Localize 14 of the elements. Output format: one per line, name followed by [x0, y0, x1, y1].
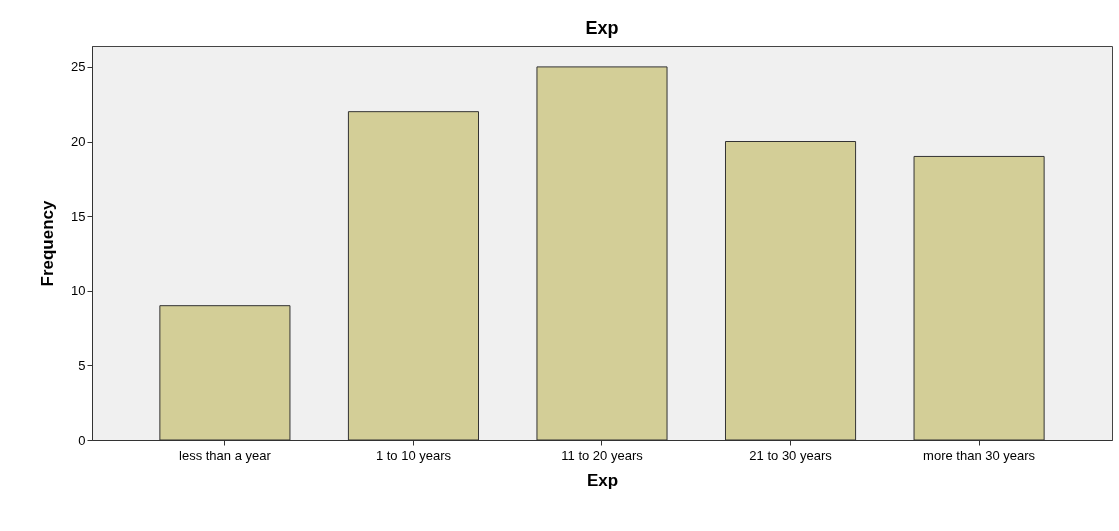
x-tick-label: 11 to 20 years	[561, 447, 644, 463]
x-tick-label: 21 to 30 years	[749, 447, 833, 463]
y-axis-title: Frequency	[38, 199, 58, 287]
y-tick-label: 25	[71, 59, 86, 75]
y-tick-label: 5	[78, 357, 86, 373]
x-tick-label: more than 30 years	[923, 447, 1036, 463]
y-tick-label: 20	[71, 134, 86, 150]
y-tick-label: 15	[71, 208, 86, 224]
y-tick-label: 10	[71, 283, 86, 299]
chart-title: Exp	[585, 18, 619, 38]
x-tick-label: less than a year	[179, 447, 272, 463]
x-tick-label: 1 to 10 years	[375, 447, 452, 463]
x-axis-title: Exp	[586, 470, 619, 490]
y-tick-label: 0	[78, 432, 86, 448]
